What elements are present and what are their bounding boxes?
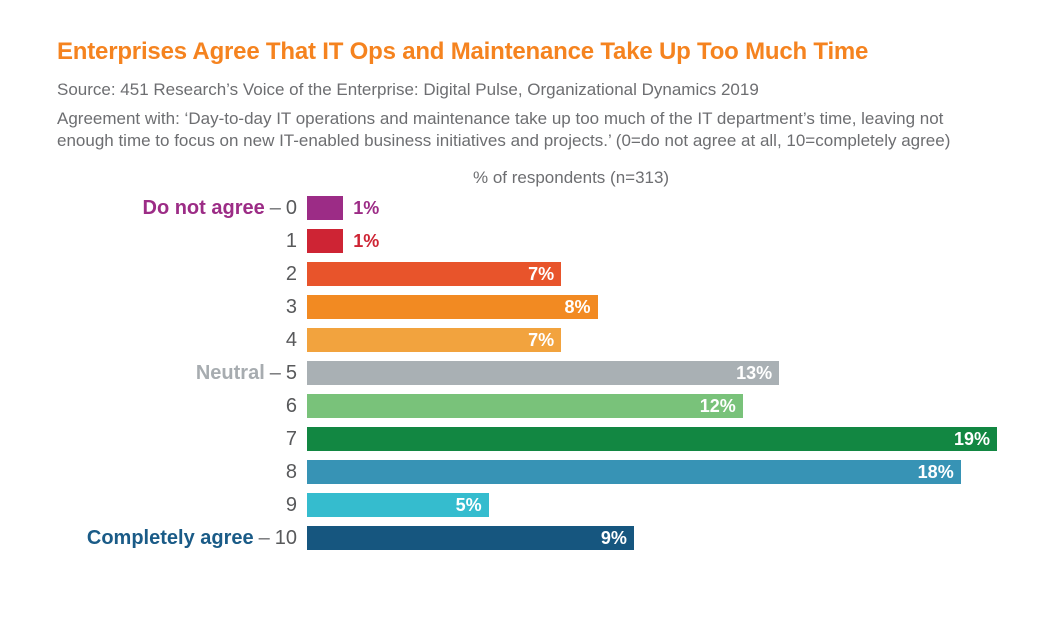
- row-label: Neutral –5: [57, 363, 307, 383]
- row-label: Completely agree –10: [57, 528, 307, 548]
- bar: 19%: [307, 427, 997, 451]
- bar-track: 1%: [307, 229, 997, 253]
- row-label: 9: [57, 495, 307, 515]
- row-label-scale: 3: [285, 296, 297, 318]
- bar-track: 19%: [307, 427, 997, 451]
- bar-value-label: 1%: [353, 198, 380, 218]
- bar: [307, 196, 344, 220]
- chart-row: 3 8%: [57, 295, 1058, 319]
- bar-value-label: 7%: [528, 330, 555, 350]
- description-text: Agreement with: ‘Day-to-day IT operation…: [57, 108, 1058, 152]
- row-label: Do not agree –0: [57, 198, 307, 218]
- bar-value-label: 18%: [917, 462, 954, 482]
- row-label-scale: 2: [285, 263, 297, 285]
- bar-value-label: 1%: [353, 231, 380, 251]
- bar: 9%: [307, 526, 634, 550]
- row-label-scale: 8: [285, 461, 297, 483]
- bar-value-label: 12%: [699, 396, 736, 416]
- chart-row: Completely agree –10 9%: [57, 526, 1058, 550]
- bar-track: 1%: [307, 196, 997, 220]
- bar-track: 7%: [307, 328, 997, 352]
- row-label-separator: –: [269, 197, 281, 219]
- bar-track: 18%: [307, 460, 997, 484]
- description-line-2: enough time to focus on new IT-enabled b…: [57, 131, 951, 150]
- chart-header: % of respondents (n=313): [473, 168, 670, 187]
- bar: 5%: [307, 493, 489, 517]
- bar-track: 12%: [307, 394, 997, 418]
- row-label: 7: [57, 429, 307, 449]
- bar-value-label: 9%: [600, 528, 627, 548]
- row-label-scale: 6: [285, 395, 297, 417]
- row-label: 2: [57, 264, 307, 284]
- chart-row: 7 19%: [57, 427, 1058, 451]
- row-label-scale: 0: [285, 197, 297, 219]
- chart-row: 8 18%: [57, 460, 1058, 484]
- row-label: 3: [57, 297, 307, 317]
- row-label-scale: 10: [274, 527, 297, 549]
- description-line-1: Agreement with: ‘Day-to-day IT operation…: [57, 109, 944, 128]
- chart-row: Neutral –5 13%: [57, 361, 1058, 385]
- bar-track: 7%: [307, 262, 997, 286]
- bar: [307, 229, 344, 253]
- bar: 13%: [307, 361, 780, 385]
- bar: 18%: [307, 460, 961, 484]
- row-label: 6: [57, 396, 307, 416]
- bar-track: 8%: [307, 295, 997, 319]
- chart-row: 1 1%: [57, 229, 1058, 253]
- bar-value-label: 5%: [455, 495, 482, 515]
- bar-value-label: 8%: [564, 297, 591, 317]
- row-label-scale: 7: [285, 428, 297, 450]
- row-label-separator: –: [269, 362, 281, 384]
- source-text: Source: 451 Research’s Voice of the Ente…: [57, 80, 759, 99]
- bar-track: 13%: [307, 361, 997, 385]
- row-label-prefix: Completely agree: [86, 527, 254, 549]
- row-label-scale: 1: [285, 230, 297, 252]
- chart-row: 6 12%: [57, 394, 1058, 418]
- bar: 12%: [307, 394, 743, 418]
- bar: 7%: [307, 262, 562, 286]
- row-label-scale: 4: [285, 329, 297, 351]
- chart-rows: Do not agree –0 1% 1 1% 2 7% 3 8% 4 7% Neutral –5 13%…: [57, 196, 1058, 550]
- row-label: 1: [57, 231, 307, 251]
- chart-row: 9 5%: [57, 493, 1058, 517]
- bar-value-label: 7%: [528, 264, 555, 284]
- bar-track: 5%: [307, 493, 997, 517]
- bar-value-label: 13%: [736, 363, 773, 383]
- row-label-scale: 9: [285, 494, 297, 516]
- bar: 8%: [307, 295, 598, 319]
- row-label-scale: 5: [285, 362, 297, 384]
- bar-track: 9%: [307, 526, 997, 550]
- chart-row: 2 7%: [57, 262, 1058, 286]
- row-label: 8: [57, 462, 307, 482]
- row-label-prefix: Neutral: [195, 362, 265, 384]
- bar-chart: % of respondents (n=313) Do not agree –0 1…: [0, 169, 1058, 550]
- chart-row: Do not agree –0 1%: [57, 196, 1058, 220]
- row-label-prefix: Do not agree: [142, 197, 265, 219]
- bar: 7%: [307, 328, 562, 352]
- row-label: 4: [57, 330, 307, 350]
- row-label-separator: –: [258, 527, 270, 549]
- bar-value-label: 19%: [953, 429, 990, 449]
- chart-row: 4 7%: [57, 328, 1058, 352]
- page-title: Enterprises Agree That IT Ops and Mainte…: [57, 38, 869, 65]
